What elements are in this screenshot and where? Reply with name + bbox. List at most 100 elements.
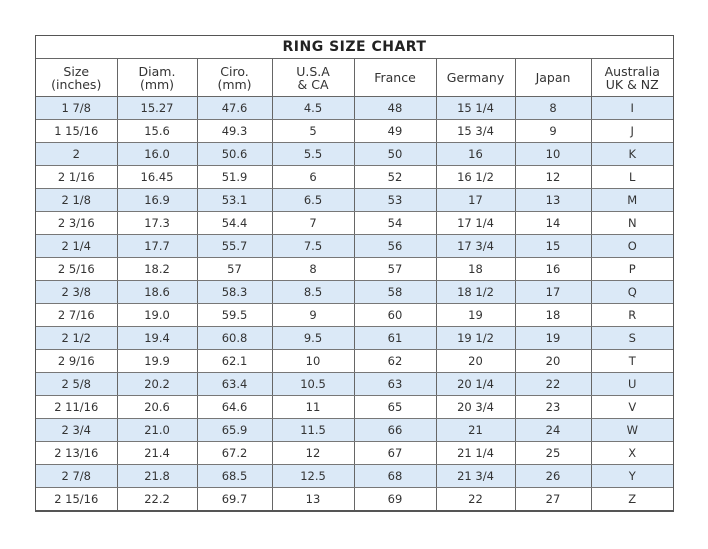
table-cell: L <box>590 165 673 189</box>
chart-title: RING SIZE CHART <box>36 36 673 59</box>
table-cell: 2 1/4 <box>36 234 117 258</box>
table-cell: 1 7/8 <box>36 96 117 120</box>
table-cell: 23 <box>514 395 591 419</box>
table-cell: 9.5 <box>271 326 354 350</box>
table-row: 2 1/2 19.4 60.8 9.5 61 19 1/2 19 S <box>36 326 673 350</box>
table-cell: 16.0 <box>116 142 197 166</box>
table-cell: 13 <box>271 487 354 510</box>
table-cell: 6 <box>271 165 354 189</box>
table-cell: 17 <box>435 188 515 212</box>
table-cell: 7 <box>271 211 354 235</box>
table-cell: 60 <box>353 303 436 327</box>
table-cell: 20 <box>514 349 591 373</box>
table-cell: 2 1/8 <box>36 188 117 212</box>
table-cell: 8.5 <box>271 280 354 304</box>
table-cell: 2 7/16 <box>36 303 117 327</box>
column-header-line: Japan <box>535 70 571 85</box>
table-cell: 48 <box>353 96 436 120</box>
table-cell: 6.5 <box>271 188 354 212</box>
table-cell: W <box>590 418 673 442</box>
table-cell: 58 <box>353 280 436 304</box>
table-cell: 2 <box>36 142 117 166</box>
column-header-line: & CA <box>297 76 329 92</box>
column-header-line: (mm) <box>139 76 175 92</box>
table-cell: 8 <box>514 96 591 120</box>
table-row: 2 3/16 17.3 54.4 7 54 17 1/4 14 N <box>36 211 673 235</box>
table-cell: 19.0 <box>116 303 197 327</box>
table-cell: 64.6 <box>196 395 272 419</box>
table-cell: 19 <box>435 303 515 327</box>
table-cell: 12.5 <box>271 464 354 488</box>
table-row: 2 15/16 22.2 69.7 13 69 22 27 Z <box>36 487 673 510</box>
table-cell: 51.9 <box>196 165 272 189</box>
table-cell: 2 5/16 <box>36 257 117 281</box>
size-table: Size (inches) Diam. (mm) Ciro. (mm) U.S.A & CA F… <box>36 59 673 510</box>
table-cell: 60.8 <box>196 326 272 350</box>
table-cell: 16 1/2 <box>435 165 515 189</box>
table-cell: 8 <box>271 257 354 281</box>
column-header-line: UK & NZ <box>605 76 659 92</box>
table-cell: 65.9 <box>196 418 272 442</box>
table-cell: 2 11/16 <box>36 395 117 419</box>
table-cell: 17 1/4 <box>435 211 515 235</box>
table-cell: 19.4 <box>116 326 197 350</box>
table-cell: 2 1/2 <box>36 326 117 350</box>
column-header-line: U.S.A <box>296 63 330 79</box>
column-header-line: Ciro. <box>220 63 249 79</box>
table-cell: M <box>590 188 673 212</box>
table-cell: I <box>590 96 673 120</box>
column-header: France <box>353 59 436 97</box>
table-cell: 4.5 <box>271 96 354 120</box>
table-cell: 56 <box>353 234 436 258</box>
table-row: 2 7/16 19.0 59.5 9 60 19 18 R <box>36 303 673 327</box>
table-cell: 17.3 <box>116 211 197 235</box>
table-cell: 11.5 <box>271 418 354 442</box>
table-cell: 7.5 <box>271 234 354 258</box>
column-header-line: (mm) <box>217 76 252 92</box>
table-cell: 15 <box>514 234 591 258</box>
table-row: 2 1/8 16.9 53.1 6.5 53 17 13 M <box>36 188 673 212</box>
column-header-line: Germany <box>446 70 505 85</box>
table-cell: 19 <box>514 326 591 350</box>
column-header: Japan <box>514 59 591 97</box>
column-header-line: Diam. <box>138 63 176 79</box>
table-cell: 13 <box>514 188 591 212</box>
column-header-line: Size <box>63 63 90 79</box>
table-cell: 67 <box>353 441 436 465</box>
header-row: Size (inches) Diam. (mm) Ciro. (mm) U.S.A & CA F… <box>36 59 673 97</box>
table-cell: Y <box>590 464 673 488</box>
table-cell: 68 <box>353 464 436 488</box>
table-cell: 16 <box>435 142 515 166</box>
table-cell: R <box>590 303 673 327</box>
table-cell: T <box>590 349 673 373</box>
table-cell: 19 1/2 <box>435 326 515 350</box>
table-cell: 10.5 <box>271 372 354 396</box>
table-cell: U <box>590 372 673 396</box>
table-cell: 19.9 <box>116 349 197 373</box>
table-cell: 24 <box>514 418 591 442</box>
table-cell: 54 <box>353 211 436 235</box>
table-cell: J <box>590 119 673 143</box>
column-header-line: Australia <box>604 63 660 79</box>
table-cell: 22 <box>435 487 515 510</box>
table-cell: 2 3/4 <box>36 418 117 442</box>
table-cell: 15.6 <box>116 119 197 143</box>
table-cell: 9 <box>514 119 591 143</box>
table-row: 2 13/16 21.4 67.2 12 67 21 1/4 25 X <box>36 441 673 465</box>
table-row: 2 1/4 17.7 55.7 7.5 56 17 3/4 15 O <box>36 234 673 258</box>
table-cell: 69 <box>353 487 436 510</box>
table-cell: 22 <box>514 372 591 396</box>
table-cell: 20.6 <box>116 395 197 419</box>
table-cell: 21 1/4 <box>435 441 515 465</box>
table-cell: 11 <box>271 395 354 419</box>
table-cell: 52 <box>353 165 436 189</box>
table-cell: 18 1/2 <box>435 280 515 304</box>
table-cell: 2 13/16 <box>36 441 117 465</box>
table-cell: 62.1 <box>196 349 272 373</box>
table-cell: 17.7 <box>116 234 197 258</box>
table-cell: 21.4 <box>116 441 197 465</box>
table-cell: 21 3/4 <box>435 464 515 488</box>
table-cell: 15.27 <box>116 96 197 120</box>
table-cell: V <box>590 395 673 419</box>
table-cell: 10 <box>514 142 591 166</box>
